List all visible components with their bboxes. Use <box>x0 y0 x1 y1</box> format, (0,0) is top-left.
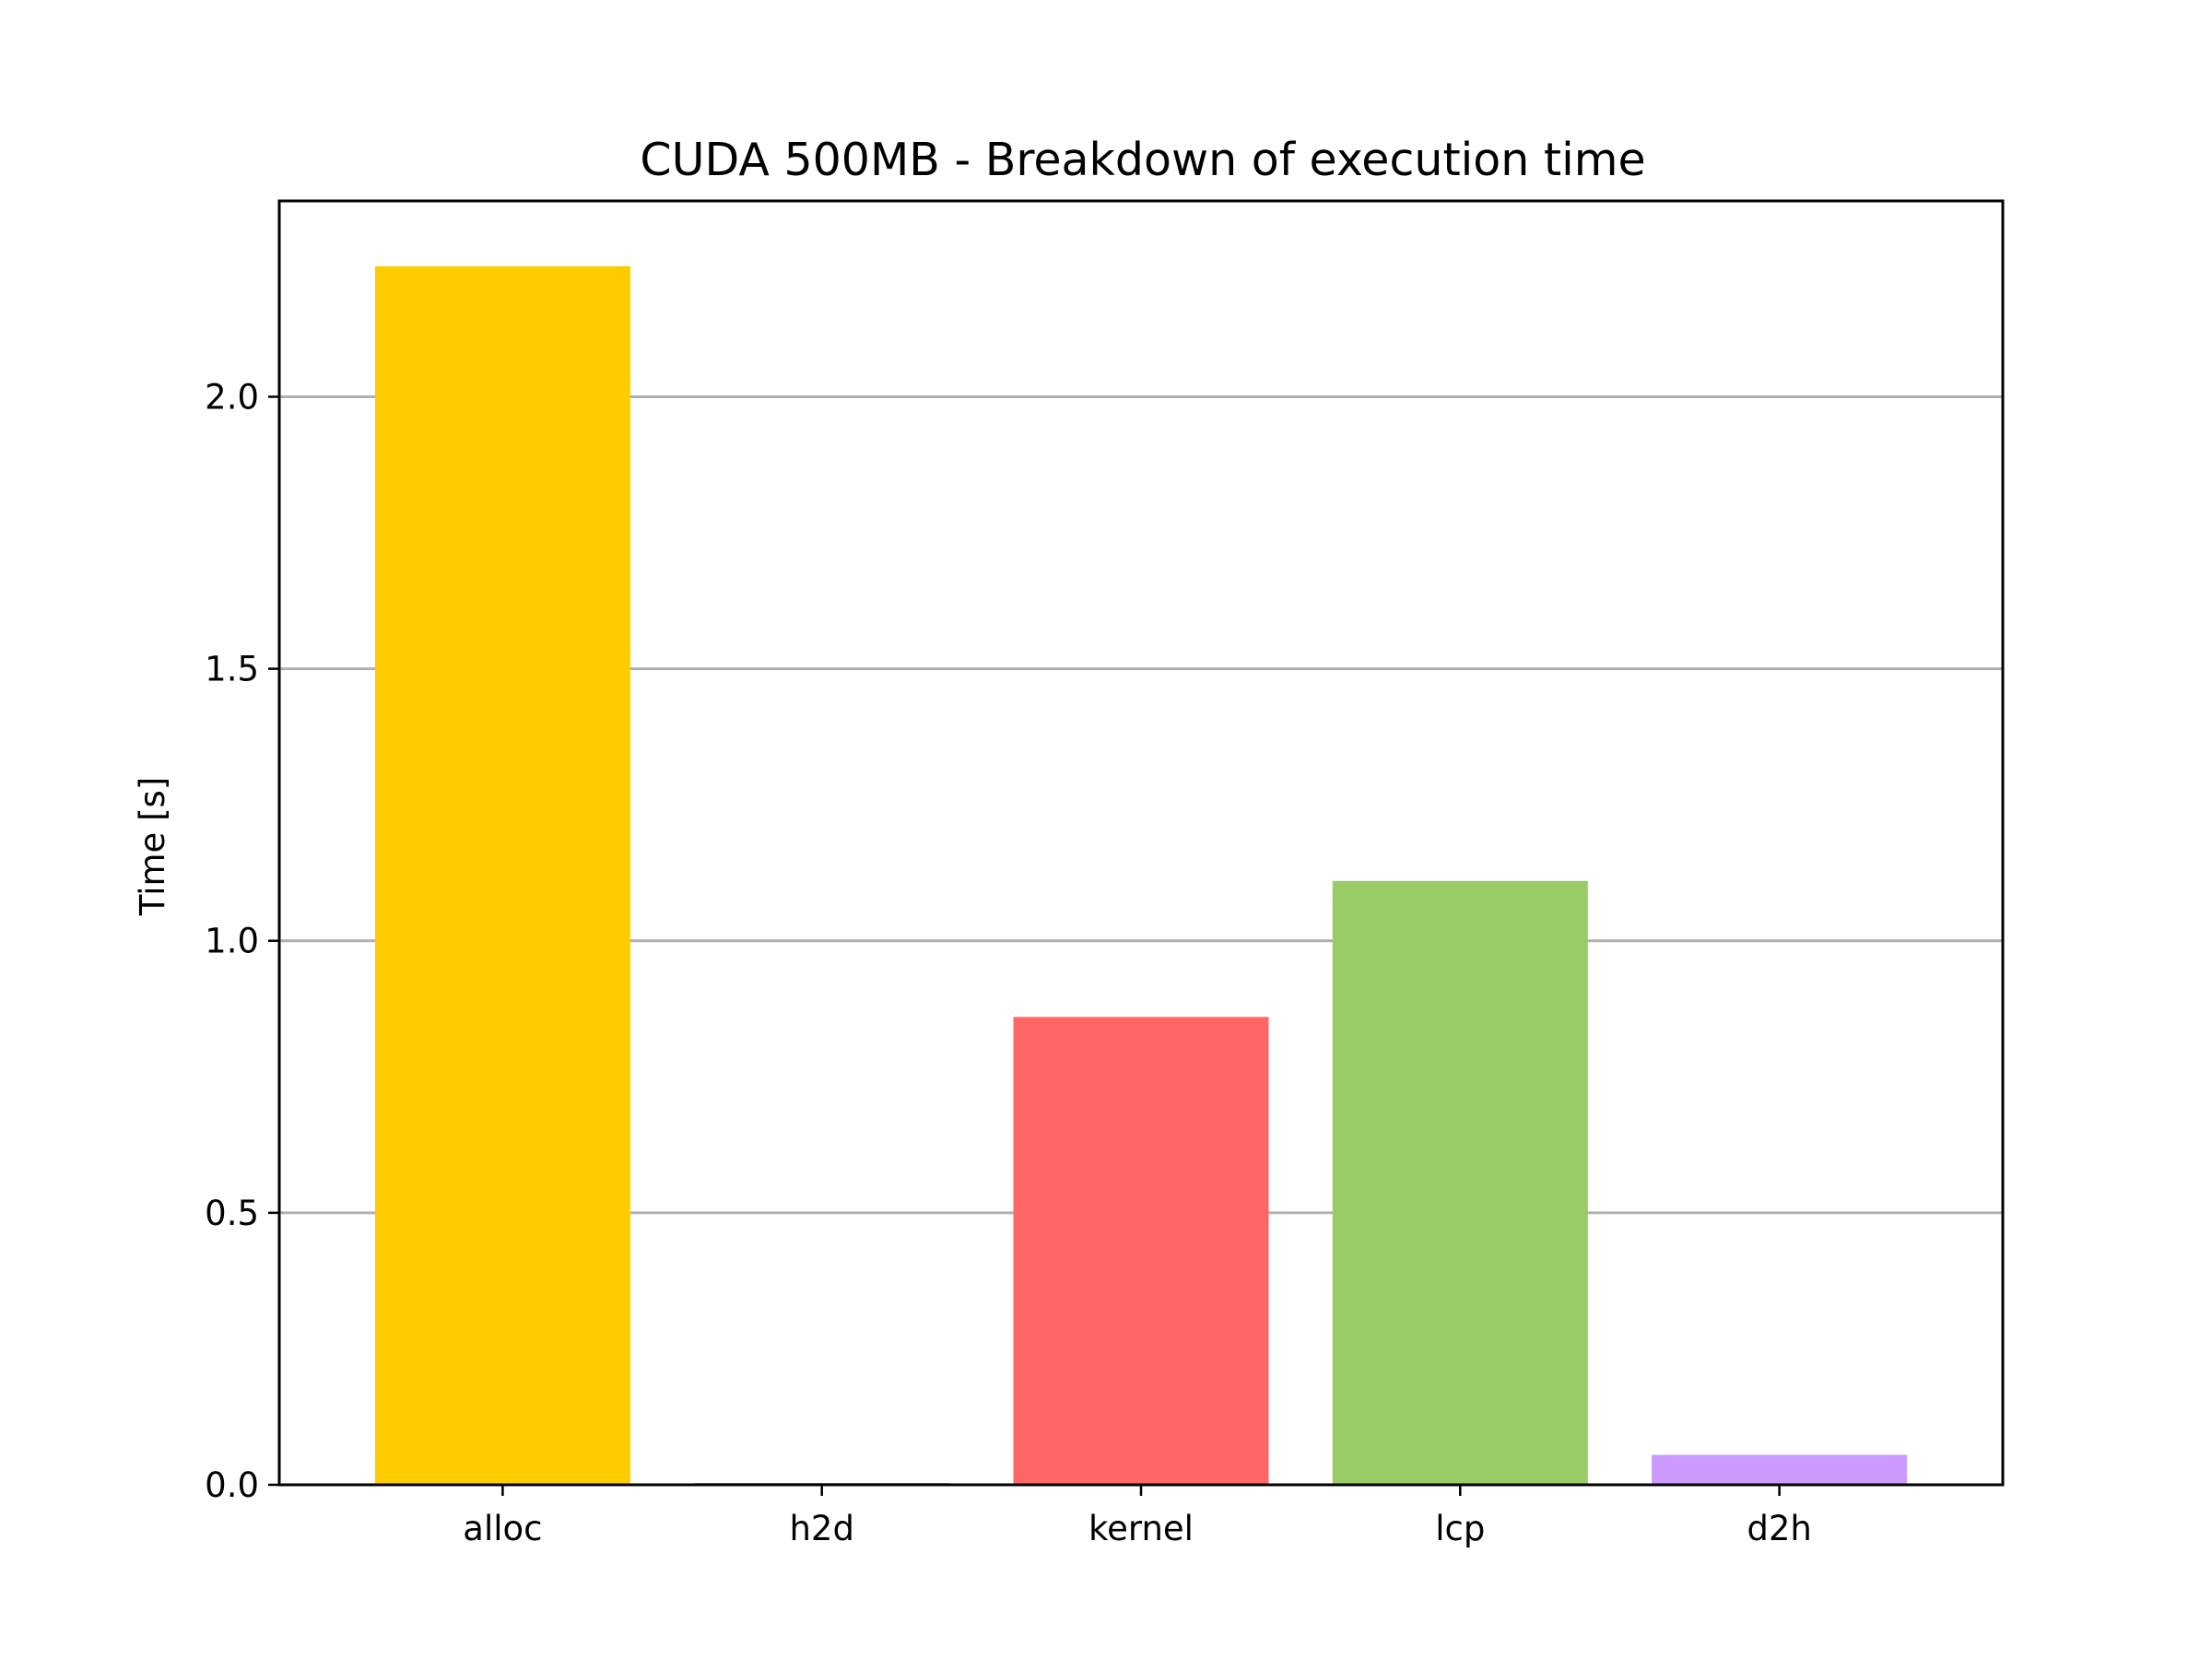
y-tick-label: 1.5 <box>205 650 259 689</box>
x-tick-label: d2h <box>1747 1509 1811 1548</box>
y-tick-label: 1.0 <box>205 922 259 961</box>
x-tick-label: lcp <box>1435 1509 1485 1548</box>
x-tick-label: kernel <box>1088 1509 1194 1548</box>
y-tick-label: 0.5 <box>205 1194 259 1233</box>
bar-d2h <box>1652 1454 1908 1485</box>
y-axis-ticks: 0.0 0.5 1.0 1.5 2.0 <box>205 377 279 1505</box>
bars <box>374 265 1908 1485</box>
bar-kernel <box>1013 1017 1269 1485</box>
bar-lcp <box>1332 880 1588 1485</box>
x-tick-label: h2d <box>789 1509 853 1548</box>
bar-alloc <box>374 265 630 1485</box>
x-tick-label: alloc <box>463 1509 542 1548</box>
y-tick-label: 2.0 <box>205 377 259 417</box>
x-axis-ticks: alloc h2d kernel lcp d2h <box>463 1485 1812 1548</box>
y-tick-label: 0.0 <box>205 1465 259 1505</box>
axes-frame <box>277 199 2005 1487</box>
chart-title: CUDA 500MB - Breakdown of execution time <box>640 134 1645 186</box>
y-axis-label: Time [s] <box>133 777 172 916</box>
